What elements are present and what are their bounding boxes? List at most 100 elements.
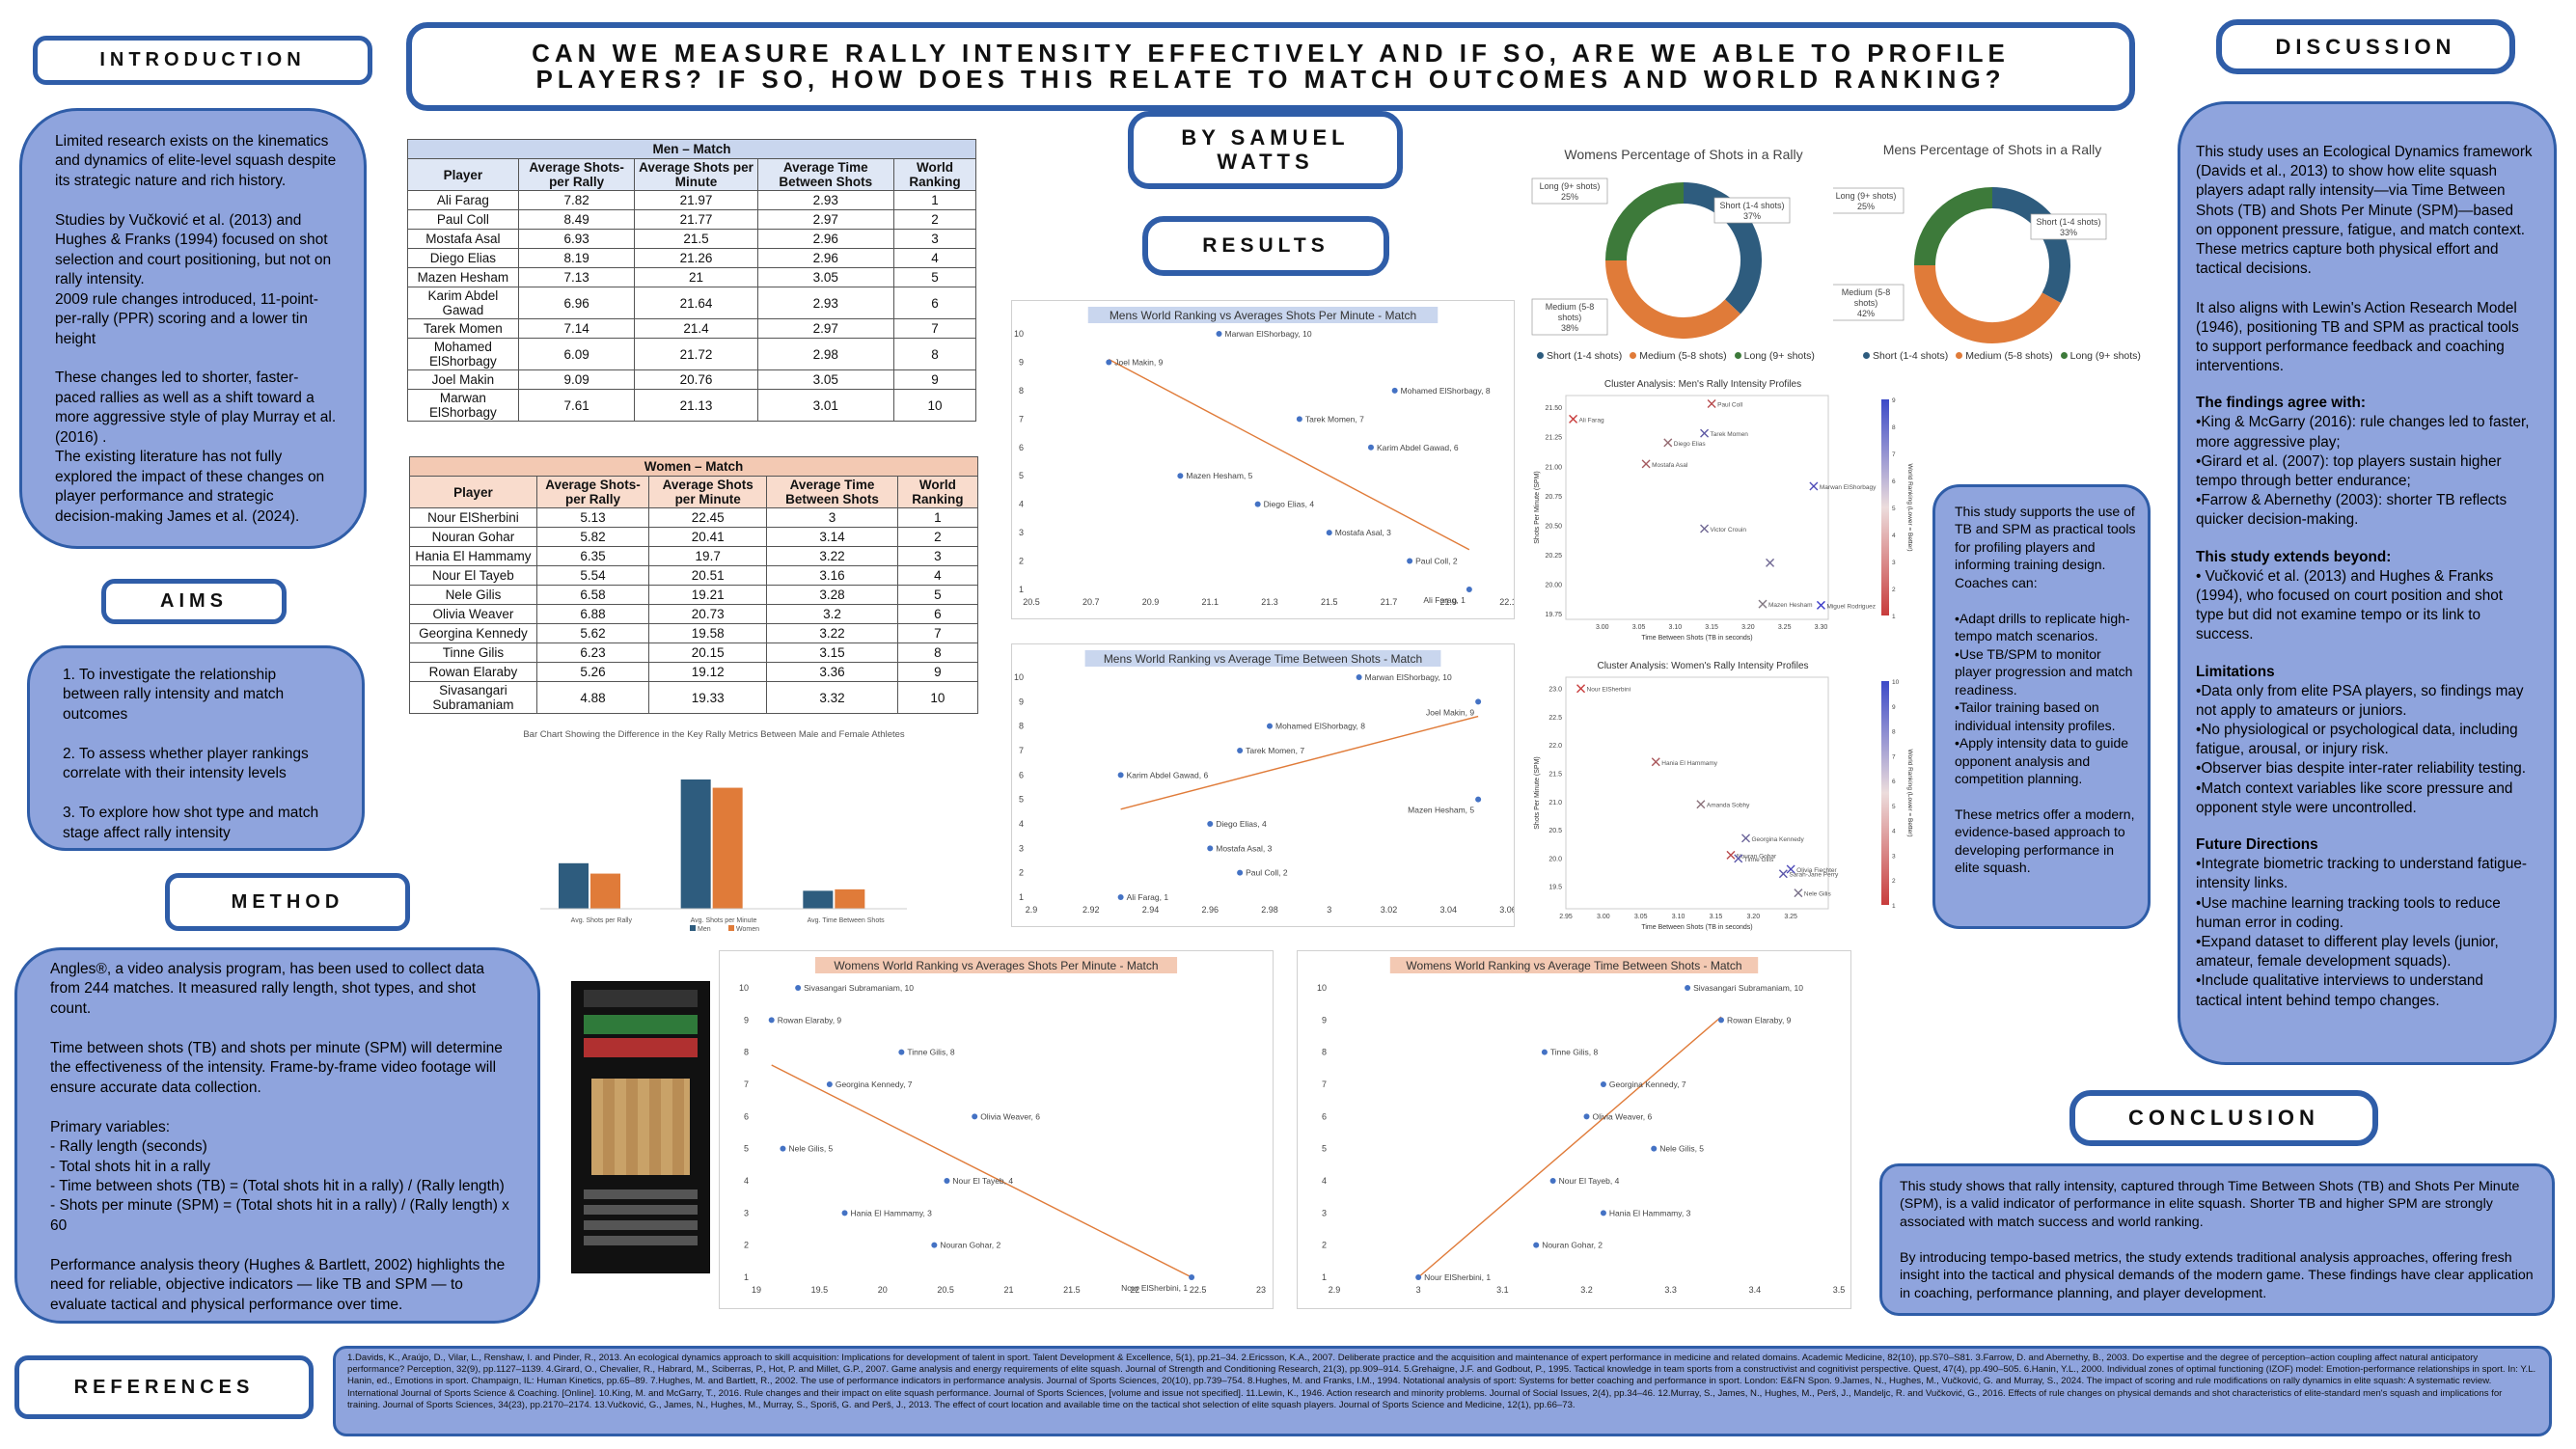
- table-cell: 3.14: [766, 527, 898, 547]
- table-cell: 3: [896, 546, 979, 566]
- x-tick-label: 3.05: [1634, 914, 1648, 920]
- y-tick-label: 9: [1019, 697, 1024, 706]
- x-tick-label: 3: [1416, 1285, 1421, 1295]
- y-tick-label: 7: [1019, 746, 1024, 755]
- table-cell: 5.82: [535, 527, 650, 547]
- table-cell: 5.13: [535, 507, 650, 528]
- aims-heading: AIMS: [101, 579, 287, 624]
- y-tick-label: 22.5: [1548, 715, 1562, 722]
- table-cell: 6.96: [517, 287, 636, 319]
- y-tick-label: 10: [1014, 329, 1024, 339]
- table-cell: Tarek Momen: [407, 318, 519, 339]
- table-row: Nour ElSherbini 5.13 22.45 3 1: [409, 507, 979, 528]
- y-tick-label: 6: [1019, 770, 1024, 779]
- data-label: Hania El Hammamy, 3: [851, 1208, 933, 1217]
- table-cell: 5.62: [535, 623, 650, 643]
- data-label: Sivasangari Subramaniam, 10: [1693, 983, 1803, 993]
- colorbar-tick: 3: [1892, 560, 1896, 566]
- table-cell: 6.09: [517, 338, 636, 370]
- y-tick-label: 7: [1322, 1080, 1327, 1089]
- table-cell: 9: [896, 662, 979, 682]
- y-tick-label: 6: [744, 1111, 749, 1121]
- table-cell: 4.88: [535, 681, 650, 714]
- x-tick-label: 3.5: [1833, 1285, 1846, 1295]
- x-tick-label: 2.96: [1201, 905, 1219, 915]
- table-cell: 5.54: [535, 565, 650, 586]
- men-table-caption: Men – Match: [407, 139, 976, 159]
- table-cell: 6.93: [517, 229, 636, 249]
- cluster-point: [1741, 834, 1751, 843]
- data-label: Tarek Momen, 7: [1305, 414, 1364, 424]
- y-tick-label: 7: [1019, 414, 1024, 424]
- y-tick-label: 10: [739, 983, 749, 993]
- data-label: Tinne Gilis, 8: [1550, 1048, 1599, 1057]
- cluster-point: [1778, 869, 1788, 879]
- table-cell: 20.76: [634, 369, 758, 390]
- table-cell: Olivia Weaver: [409, 604, 537, 624]
- x-tick-label: 3.20: [1746, 914, 1760, 920]
- x-tick-label: 22.5: [1190, 1285, 1207, 1295]
- chart-title: Mens World Ranking vs Averages Shots Per…: [1110, 309, 1416, 322]
- data-point: [1475, 796, 1482, 803]
- bar-chart: Bar Chart Showing the Difference in the …: [523, 729, 907, 933]
- pie-title: Mens Percentage of Shots in a Rally: [1883, 142, 2101, 157]
- cluster-point-label: Tarek Momen: [1711, 431, 1749, 438]
- discussion-box: This study uses an Ecological Dynamics f…: [2178, 101, 2557, 1065]
- data-point: [1717, 1017, 1724, 1024]
- table-row: Rowan Elaraby 5.26 19.12 3.36 9: [409, 662, 979, 682]
- y-tick-label: 3: [744, 1208, 749, 1217]
- colorbar-tick: 8: [1892, 729, 1896, 736]
- data-label: Tinne Gilis, 8: [907, 1048, 955, 1057]
- x-tick-label: 20: [878, 1285, 888, 1295]
- colorbar-tick: 8: [1892, 424, 1896, 431]
- table-row: Mostafa Asal 6.93 21.5 2.96 3: [407, 229, 977, 249]
- table-cell: 2.97: [756, 209, 894, 230]
- data-point: [1189, 1274, 1195, 1280]
- x-tick-label: 2.92: [1082, 905, 1100, 915]
- table-cell: 3.16: [766, 565, 898, 586]
- bar: [803, 890, 834, 909]
- table-cell: 6.88: [535, 604, 650, 624]
- table-cell: 9: [892, 369, 977, 390]
- women-match-table: Women – Match Player Average Shots-per Ra…: [409, 456, 979, 714]
- bar: [559, 862, 589, 909]
- table-cell: 2.96: [756, 229, 894, 249]
- x-tick-label: 21.1: [1201, 597, 1219, 607]
- references-text: 1.Davids, K., Araújo, D., Vilar, L., Ren…: [333, 1346, 2552, 1436]
- table-cell: Nouran Gohar: [409, 527, 537, 547]
- bar: [680, 779, 711, 909]
- legend-label: Medium (5-8 shots): [1639, 350, 1727, 362]
- table-header-cell: Average Shots per Minute: [648, 476, 768, 508]
- colorbar-tick: 4: [1892, 829, 1896, 835]
- table-cell: Sivasangari Subramaniam: [409, 681, 537, 714]
- x-tick-label: 22: [1130, 1285, 1139, 1295]
- data-label: Diego Elias, 4: [1216, 819, 1267, 829]
- table-row: Nour El Tayeb 5.54 20.51 3.16 4: [409, 565, 979, 586]
- discussion-extends-heading: This study extends beyond:: [2196, 548, 2392, 565]
- data-label: Nele Gilis, 5: [1659, 1144, 1704, 1154]
- discussion-heading: DISCUSSION: [2216, 19, 2515, 74]
- coaching-box: This study supports the use of TB and SP…: [1932, 484, 2151, 929]
- womens-cluster-chart: Cluster Analysis: Women's Rally Intensit…: [1534, 661, 1913, 931]
- chart-title: Womens World Ranking vs Average Time Bet…: [1406, 959, 1741, 972]
- table-cell: 21.26: [634, 248, 758, 268]
- data-point: [1541, 1049, 1548, 1055]
- table-cell: 3.01: [756, 389, 894, 422]
- introduction-text: Limited research exists on the kinematic…: [55, 133, 337, 525]
- y-tick-label: 21.25: [1545, 435, 1562, 442]
- y-tick-label: 1: [744, 1272, 749, 1282]
- y-tick-label: 20.00: [1545, 582, 1562, 588]
- x-tick-label: 3.2: [1580, 1285, 1593, 1295]
- colorbar-tick: 10: [1892, 679, 1900, 686]
- table-cell: 2.93: [756, 190, 894, 210]
- table-cell: Karim Abdel Gawad: [407, 287, 519, 319]
- cluster-plot-area: [1565, 395, 1829, 620]
- cluster-plot-area: [1565, 676, 1829, 910]
- mens-cluster-chart: Cluster Analysis: Men's Rally Intensity …: [1534, 379, 1913, 642]
- table-cell: 5.26: [535, 662, 650, 682]
- table-row: Joel Makin 9.09 20.76 3.05 9: [407, 369, 977, 390]
- data-point: [1296, 416, 1302, 423]
- data-label: Sivasangari Subramaniam, 10: [804, 983, 914, 993]
- table-row: Hania El Hammamy 6.35 19.7 3.22 3: [409, 546, 979, 566]
- discussion-future-text: •Integrate biometric tracking to underst…: [2196, 856, 2527, 1009]
